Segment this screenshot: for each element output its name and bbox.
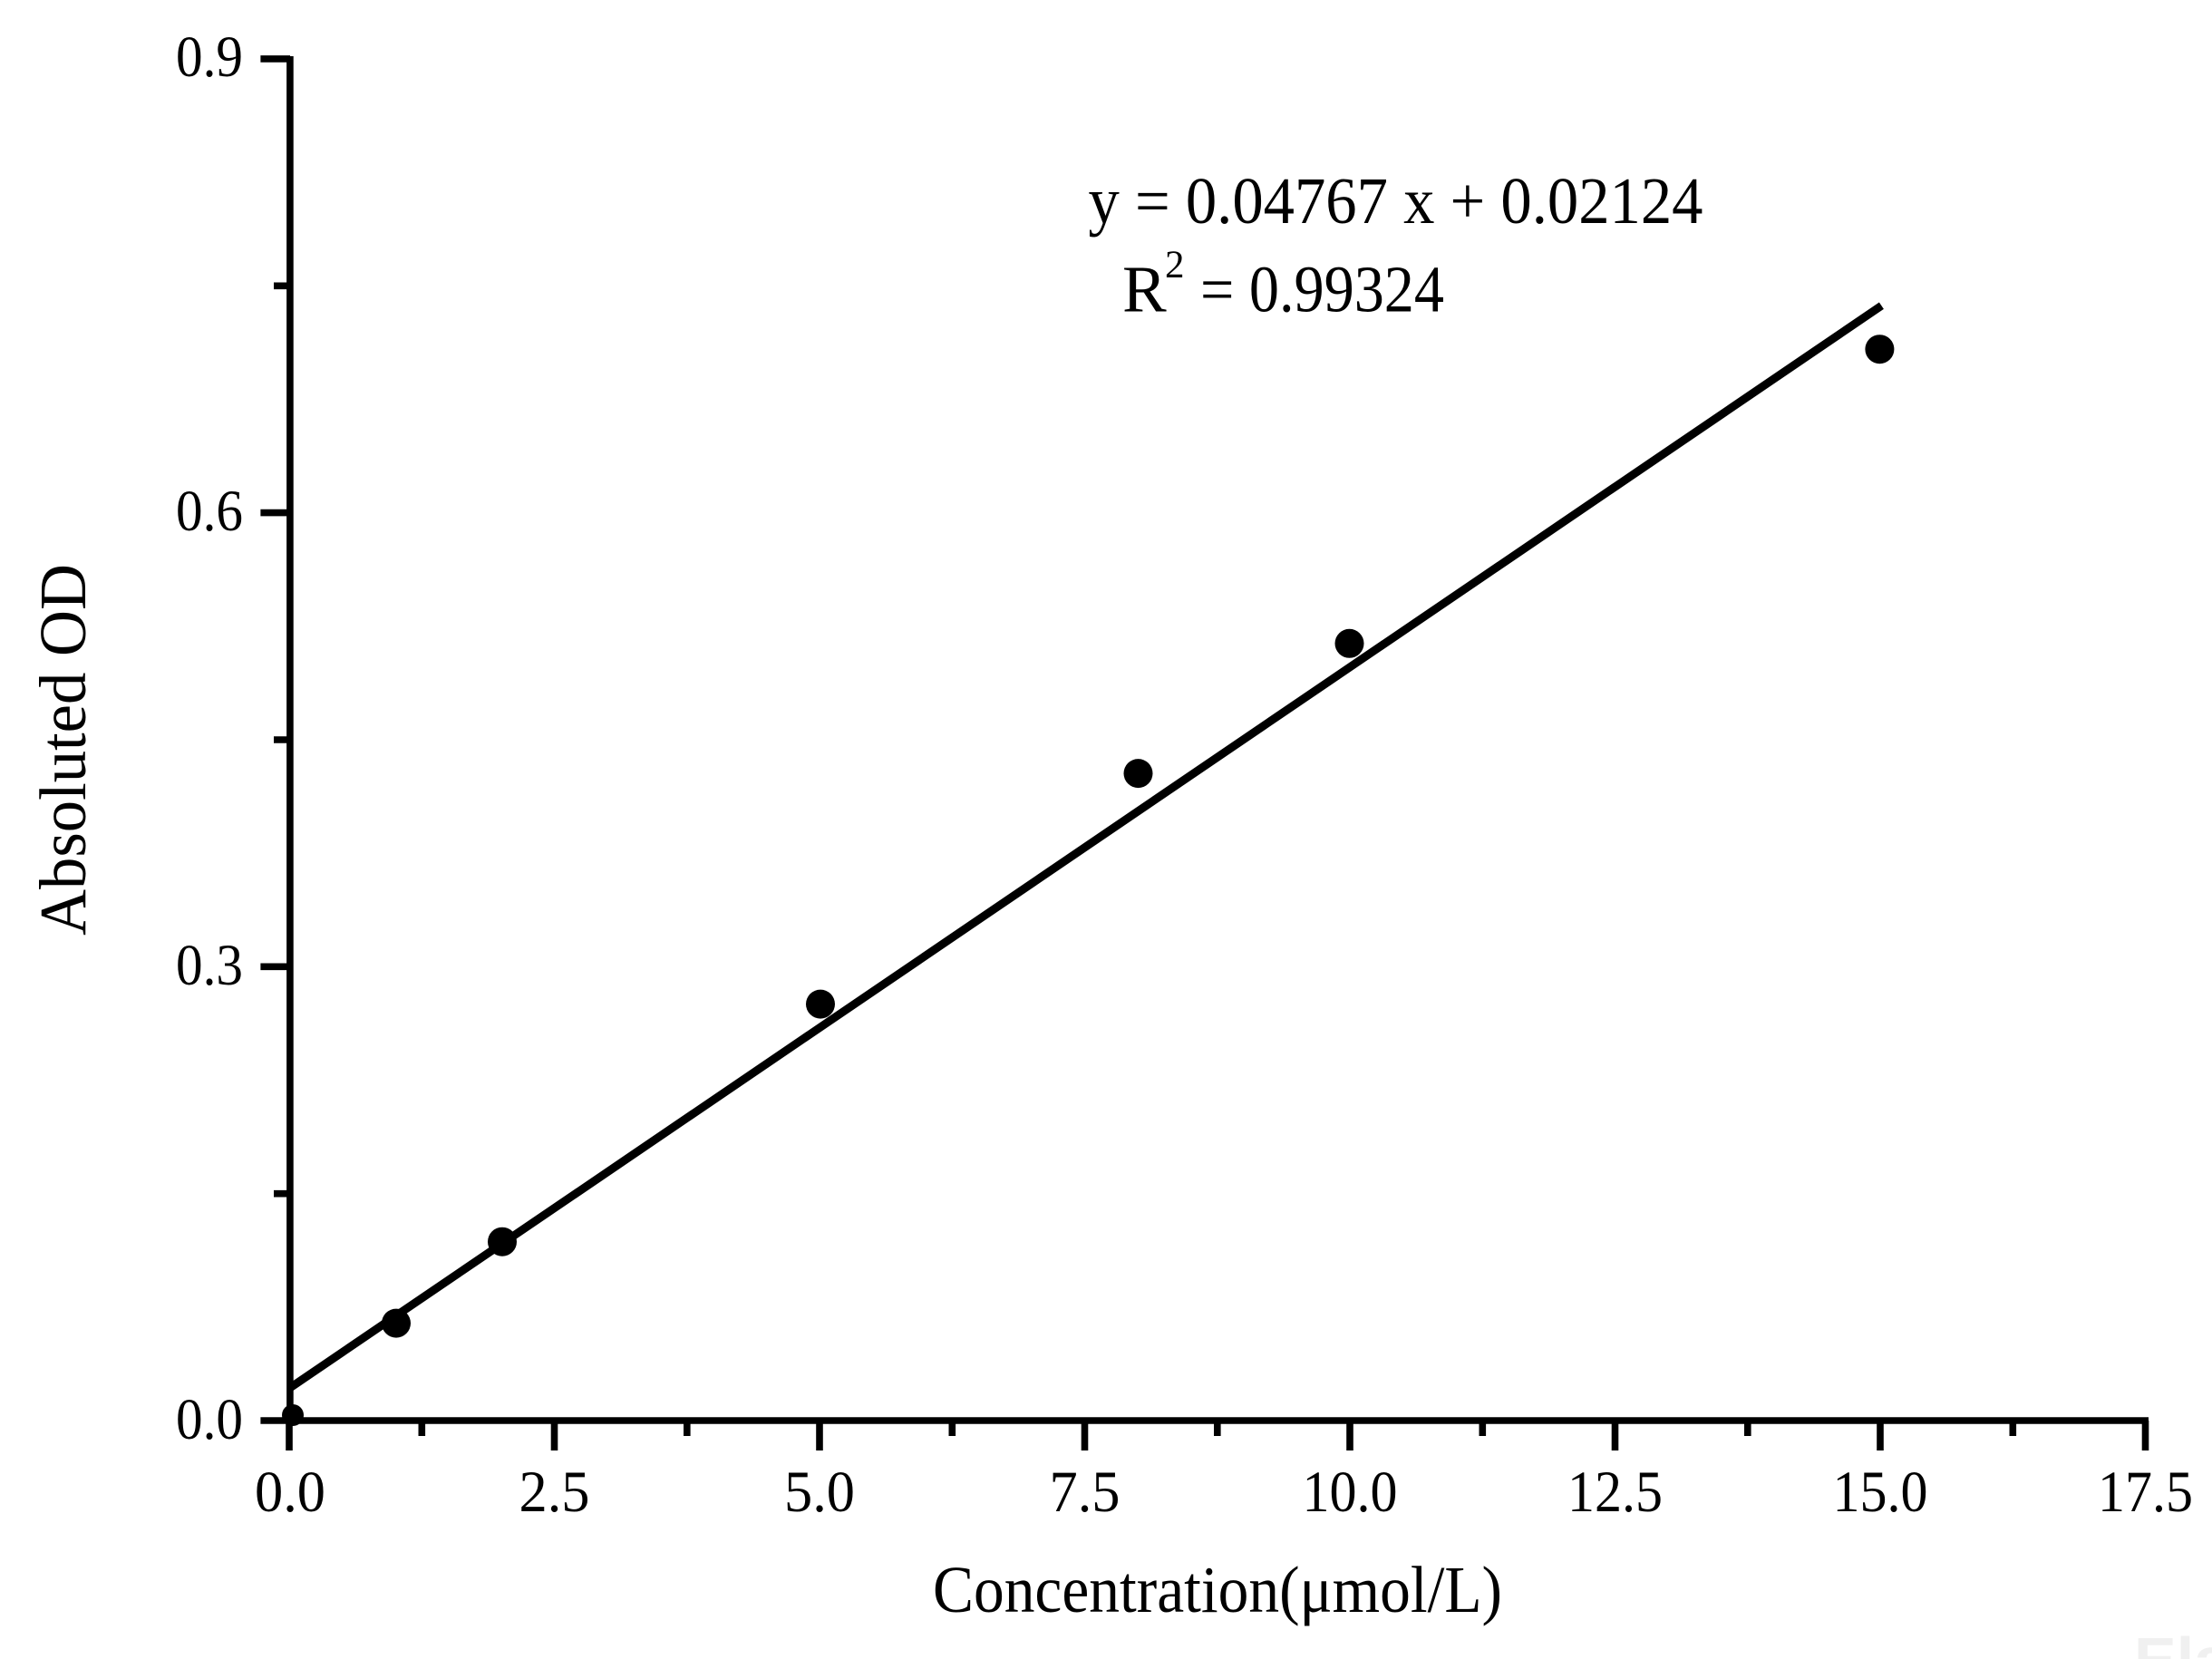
svg-text:0.0: 0.0	[176, 1387, 243, 1452]
svg-text:R: R	[1122, 253, 1167, 326]
svg-text:Ela: Ela	[2134, 1625, 2212, 1659]
svg-text:2.5: 2.5	[519, 1460, 590, 1525]
svg-text:0.0: 0.0	[255, 1460, 325, 1525]
svg-text:15.0: 15.0	[1833, 1460, 1928, 1525]
svg-text:0.3: 0.3	[176, 933, 243, 998]
svg-text:2: 2	[1165, 244, 1185, 286]
svg-text:17.5: 17.5	[2098, 1460, 2193, 1525]
svg-text:5.0: 5.0	[784, 1460, 855, 1525]
svg-text:12.5: 12.5	[1567, 1460, 1663, 1525]
svg-text:y = 0.04767 x + 0.02124: y = 0.04767 x + 0.02124	[1089, 164, 1703, 238]
svg-text:7.5: 7.5	[1050, 1460, 1121, 1525]
svg-text:0.6: 0.6	[176, 479, 243, 544]
svg-text:Absoluted OD: Absoluted OD	[26, 564, 100, 936]
svg-text:= 0.99324: = 0.99324	[1200, 253, 1444, 326]
svg-text:0.9: 0.9	[176, 24, 243, 90]
svg-text:Concentration(μmol/L): Concentration(μmol/L)	[933, 1553, 1502, 1626]
svg-text:10.0: 10.0	[1303, 1460, 1398, 1525]
